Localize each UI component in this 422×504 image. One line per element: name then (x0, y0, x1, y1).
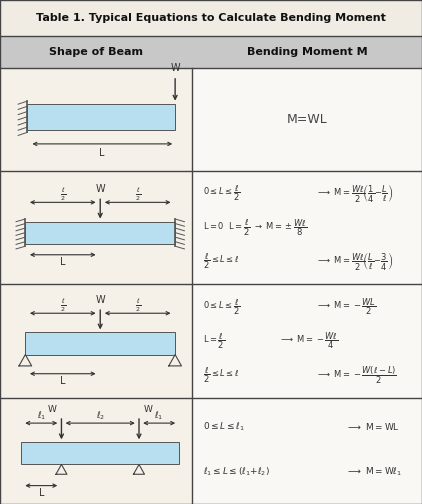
Text: $0 \leq L \leq \dfrac{\ell}{2}$: $0 \leq L \leq \dfrac{\ell}{2}$ (203, 297, 241, 317)
Text: $\ell_1 \leq L \leq (\ell_1{+}\ell_2)$: $\ell_1 \leq L \leq (\ell_1{+}\ell_2)$ (203, 466, 270, 478)
Text: L: L (98, 148, 104, 158)
Text: $\longrightarrow$ M$=\dfrac{W\ell}{2}\!\left(\dfrac{1}{4}{-}\dfrac{L}{\ell}\righ: $\longrightarrow$ M$=\dfrac{W\ell}{2}\!\… (316, 182, 394, 205)
Text: W: W (144, 405, 153, 414)
Text: W: W (170, 64, 180, 73)
Text: $\longrightarrow$ M$=-\dfrac{WL}{2}$: $\longrightarrow$ M$=-\dfrac{WL}{2}$ (316, 297, 377, 317)
Text: Shape of Beam: Shape of Beam (49, 47, 143, 57)
Text: $\frac{\ell}{2}$: $\frac{\ell}{2}$ (135, 186, 141, 203)
Text: L$=\dfrac{\ell}{2}$: L$=\dfrac{\ell}{2}$ (203, 331, 225, 351)
Bar (21, 442, 179, 464)
Text: $0 \leq L \leq \ell_1$: $0 \leq L \leq \ell_1$ (203, 420, 245, 432)
Text: $\longrightarrow$ M$=-\dfrac{W(\ell-L)}{2}$: $\longrightarrow$ M$=-\dfrac{W(\ell-L)}{… (316, 364, 398, 386)
Text: W: W (48, 405, 57, 414)
Text: Bending Moment M: Bending Moment M (247, 47, 367, 57)
Text: L: L (60, 376, 65, 386)
Bar (0, 284, 192, 398)
Text: M=WL: M=WL (287, 113, 327, 125)
Bar (192, 68, 422, 171)
Text: W: W (95, 295, 105, 305)
Bar (0, 171, 192, 284)
Text: L: L (38, 488, 44, 497)
Text: $\ell_2$: $\ell_2$ (96, 409, 105, 422)
Text: $\longrightarrow$ M$=-\dfrac{W\ell}{4}$: $\longrightarrow$ M$=-\dfrac{W\ell}{4}$ (279, 331, 338, 351)
Text: $\longrightarrow$ M$=$W$\ell_1$: $\longrightarrow$ M$=$W$\ell_1$ (346, 466, 402, 478)
Bar (27, 103, 175, 130)
Bar (0, 398, 192, 504)
Bar (192, 284, 422, 398)
Bar (0, 0, 422, 36)
Bar (192, 398, 422, 504)
Text: $\longrightarrow$ M$=$WL: $\longrightarrow$ M$=$WL (346, 421, 400, 432)
Text: $\dfrac{\ell}{2} \leq L \leq \ell$: $\dfrac{\ell}{2} \leq L \leq \ell$ (203, 252, 239, 271)
Text: $\ell_1$: $\ell_1$ (154, 409, 164, 422)
Bar (192, 171, 422, 284)
Text: $0 \leq L \leq \dfrac{\ell}{2}$: $0 \leq L \leq \dfrac{\ell}{2}$ (203, 184, 241, 203)
Text: $\frac{\ell}{2}$: $\frac{\ell}{2}$ (60, 186, 66, 203)
Text: L$=0$  L$=\dfrac{\ell}{2}$ $\rightarrow$ M$=\pm\dfrac{W\ell}{8}$: L$=0$ L$=\dfrac{\ell}{2}$ $\rightarrow$ … (203, 217, 307, 238)
Text: $\longrightarrow$ M$=\dfrac{W\ell}{2}\!\left(\dfrac{L}{\ell}{-}\dfrac{3}{4}\righ: $\longrightarrow$ M$=\dfrac{W\ell}{2}\!\… (316, 250, 394, 273)
Bar (25, 221, 175, 243)
Bar (25, 332, 175, 354)
Text: Table 1. Typical Equations to Calculate Bending Moment: Table 1. Typical Equations to Calculate … (36, 13, 386, 23)
Bar (0, 68, 192, 171)
Text: W: W (95, 184, 105, 194)
Text: L: L (60, 258, 65, 267)
Text: $\ell_1$: $\ell_1$ (37, 409, 46, 422)
Text: $\dfrac{\ell}{2} \leq L \leq \ell$: $\dfrac{\ell}{2} \leq L \leq \ell$ (203, 365, 239, 385)
Text: $\frac{\ell}{2}$: $\frac{\ell}{2}$ (60, 297, 66, 314)
Bar (0, 36, 422, 68)
Text: $\frac{\ell}{2}$: $\frac{\ell}{2}$ (135, 297, 141, 314)
